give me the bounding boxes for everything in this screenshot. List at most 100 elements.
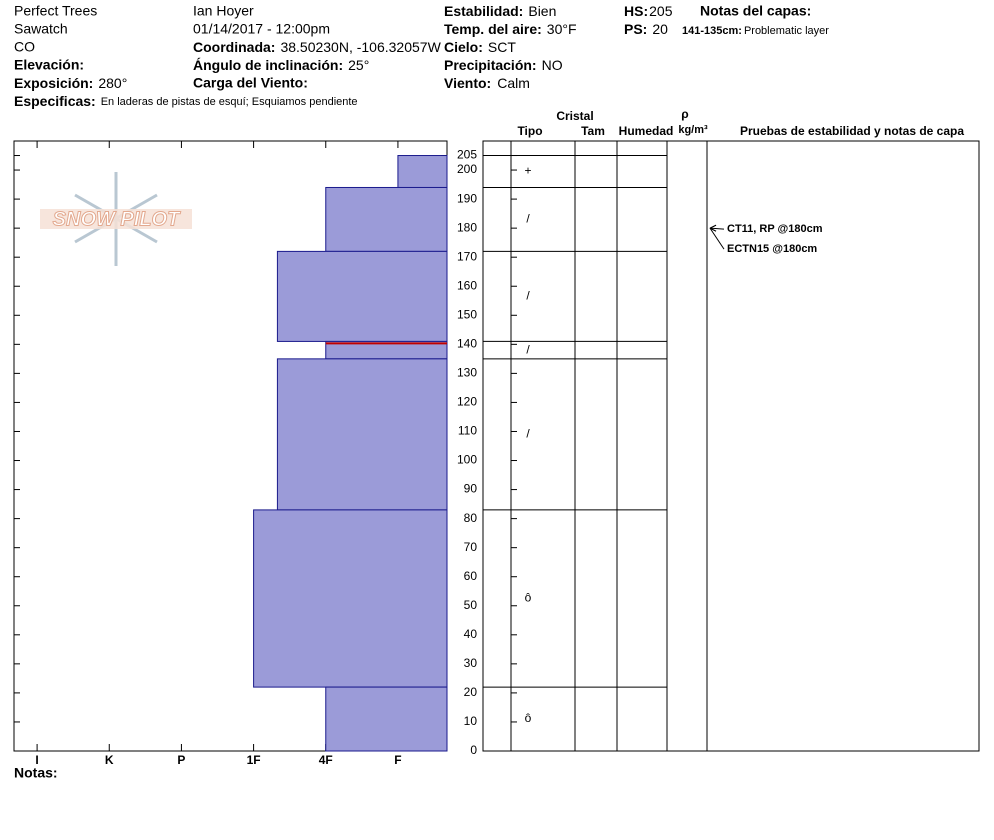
test-label: ECTN15 @180cm xyxy=(727,243,817,255)
label: Precipitación: xyxy=(444,57,537,73)
depth-tick-label: 120 xyxy=(457,395,477,409)
size-header: Tam xyxy=(581,124,605,138)
hardness-tick-label: K xyxy=(105,753,114,767)
depth-tick-label: 10 xyxy=(464,714,478,728)
value: SCT xyxy=(488,39,516,55)
depth-tick-label: 110 xyxy=(458,424,477,438)
sky: Cielo: SCT xyxy=(444,39,516,55)
hs: HS:205 xyxy=(624,3,673,19)
crystal-header: Cristal xyxy=(556,109,593,123)
density-symbol: ρ xyxy=(681,107,688,121)
depth-tick-label: 150 xyxy=(457,307,477,321)
depth-tick-label: 205 xyxy=(457,148,477,162)
logo-text: SNOW PILOT xyxy=(53,208,181,230)
grain-type: ô xyxy=(525,591,532,605)
hardness-tick-label: F xyxy=(394,753,401,767)
moisture-header: Humedad xyxy=(619,124,674,138)
observer: Ian Hoyer xyxy=(193,3,254,19)
hardness-tick-label: P xyxy=(177,753,185,767)
test-arrow xyxy=(709,227,725,250)
air-temp: Temp. del aire: 30°F xyxy=(444,21,577,37)
layer-notes-label: Notas del capas: xyxy=(700,3,811,19)
grain-type: / xyxy=(526,342,530,356)
depth-tick-label: 170 xyxy=(457,249,477,263)
wind-loading-label: Carga del Viento: xyxy=(193,75,308,91)
density-unit: kg/m³ xyxy=(678,124,708,136)
hardness-tick-label: 4F xyxy=(319,753,333,767)
depth-tick-label: 160 xyxy=(457,278,477,292)
specifics: Especificas: En laderas de pistas de esqu… xyxy=(14,93,358,109)
depth-tick-label: 190 xyxy=(457,191,477,205)
label: PS: xyxy=(624,21,647,37)
arrow-head xyxy=(709,224,717,232)
depth-tick-label: 140 xyxy=(457,337,477,351)
hardness-tick-label: I xyxy=(35,753,38,767)
range: 141-135cm: xyxy=(682,25,742,37)
slope: Ángulo de inclinación: 25° xyxy=(193,57,369,73)
depth-tick-label: 0 xyxy=(470,743,477,757)
value: 20 xyxy=(652,21,668,37)
value: 25° xyxy=(348,57,369,73)
depth-tick-label: 100 xyxy=(457,453,477,467)
logo-band xyxy=(40,209,192,229)
depth-tick-label: 30 xyxy=(464,656,478,670)
label: Viento: xyxy=(444,75,491,91)
value: NO xyxy=(542,57,563,73)
label: HS: xyxy=(624,3,648,19)
label: Especificas: xyxy=(14,93,96,109)
stability: Estabilidad: Bien xyxy=(444,3,556,19)
value: 280° xyxy=(98,75,127,91)
value: 30°F xyxy=(547,21,577,37)
depth-tick-label: 200 xyxy=(457,162,477,176)
precipitation: Precipitación: NO xyxy=(444,57,563,73)
depth-tick-label: 50 xyxy=(464,598,478,612)
grain-type: / xyxy=(526,289,530,303)
table-frame xyxy=(482,140,980,752)
location-state: CO xyxy=(14,39,35,55)
label: Temp. del aire: xyxy=(444,21,542,37)
value: En laderas de pistas de esquí; Esquiamos… xyxy=(101,96,358,108)
depth-tick-label: 40 xyxy=(464,627,478,641)
hardness-tick-label: 1F xyxy=(247,753,261,767)
value: Bien xyxy=(528,3,556,19)
hardness-bar xyxy=(397,155,448,188)
value: Calm xyxy=(497,75,530,91)
location-name: Perfect Trees xyxy=(14,3,97,19)
value: 205 xyxy=(649,3,673,19)
aspect: Exposición: 280° xyxy=(14,75,127,91)
notes-label: Notas: xyxy=(14,765,58,781)
tests-header: Pruebas de estabilidad y notas de capa xyxy=(740,124,964,138)
ps: PS: 20 xyxy=(624,21,668,37)
elevation-label: Elevación: xyxy=(14,57,84,73)
note: Problematic layer xyxy=(744,25,829,37)
wind: Viento: Calm xyxy=(444,75,530,91)
hardness-bar xyxy=(253,509,448,688)
label: Exposición: xyxy=(14,75,93,91)
depth-tick-label: 70 xyxy=(464,540,478,554)
label: Estabilidad: xyxy=(444,3,523,19)
depth-tick-label: 90 xyxy=(464,482,478,496)
layer-note: 141-135cm: Problematic layer xyxy=(682,25,829,37)
location-range: Sawatch xyxy=(14,21,68,37)
label: Cielo: xyxy=(444,39,483,55)
value: 38.50230N, -106.32057W xyxy=(280,39,441,55)
test-label: CT11, RP @180cm xyxy=(727,223,823,235)
hardness-bar xyxy=(325,686,448,752)
depth-tick-label: 130 xyxy=(457,366,477,380)
coordinates: Coordinada: 38.50230N, -106.32057W xyxy=(193,39,442,55)
datetime: 01/14/2017 - 12:00pm xyxy=(193,21,330,37)
hardness-bar xyxy=(325,186,448,252)
grain-type: ô xyxy=(525,711,532,725)
type-header: Tipo xyxy=(517,124,542,138)
depth-tick-label: 60 xyxy=(464,569,478,583)
grain-type: / xyxy=(526,427,530,441)
label: Ángulo de inclinación: xyxy=(193,57,343,73)
label: Coordinada: xyxy=(193,39,275,55)
test-arrow xyxy=(709,227,725,230)
hardness-bar xyxy=(276,250,448,342)
depth-tick-label: 180 xyxy=(457,220,477,234)
grain-type: / xyxy=(526,212,530,226)
depth-tick-label: 80 xyxy=(464,511,478,525)
grain-type: + xyxy=(524,164,531,178)
